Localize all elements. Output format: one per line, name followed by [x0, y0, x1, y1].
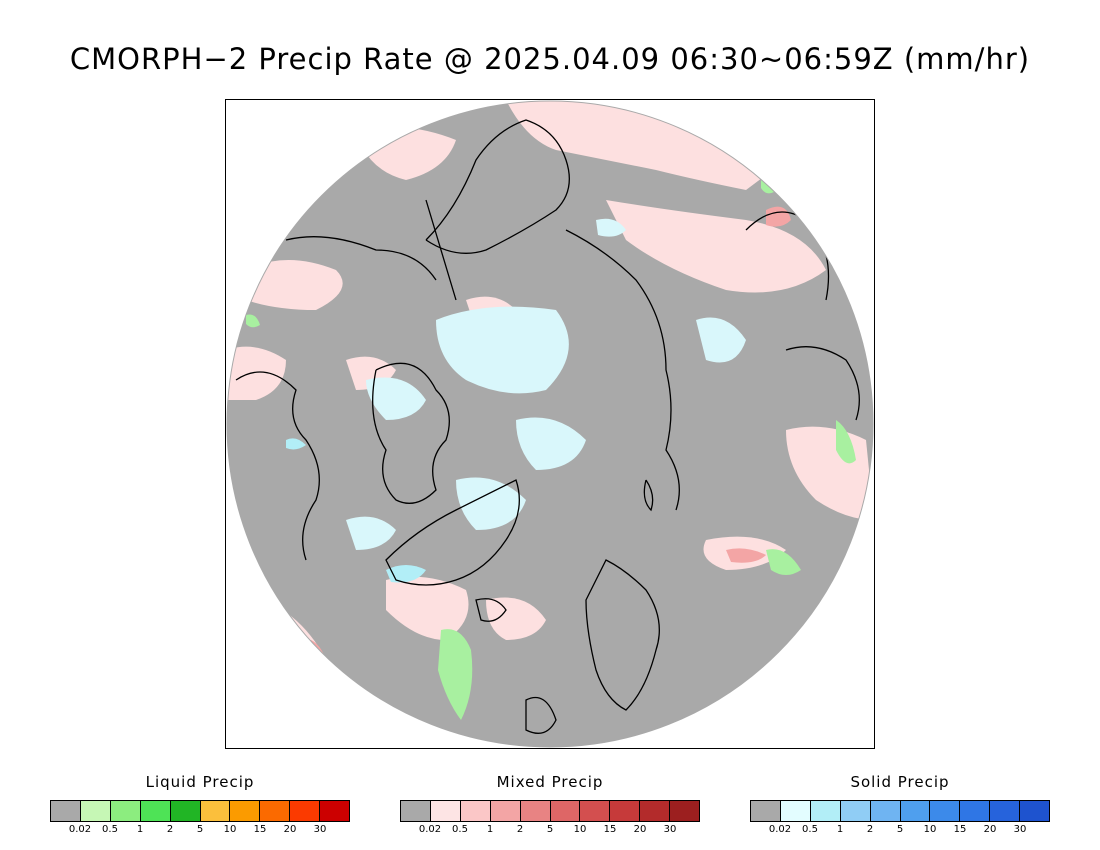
mixed-precip-legend: Mixed Precip 0.02 0.5 1 2 5 10 15 20 30 — [400, 772, 700, 838]
color-swatch — [320, 801, 350, 821]
color-swatch — [110, 801, 141, 821]
legend-title: Liquid Precip — [145, 773, 255, 791]
map-title: CMORPH−2 Precip Rate @ 2025.04.09 06:30~… — [69, 42, 1031, 76]
color-bar — [400, 800, 700, 822]
tick-label: 10 — [573, 824, 587, 835]
legend-title: Solid Precip — [850, 773, 950, 791]
tick-label: 5 — [196, 824, 204, 835]
color-swatch — [290, 801, 321, 821]
tick-label: 30 — [1013, 824, 1027, 835]
solid-precip-moderate — [286, 438, 426, 583]
tick-label: 1 — [486, 824, 494, 835]
color-swatch — [840, 801, 871, 821]
tick-label: 2 — [166, 824, 174, 835]
tick-labels: 0.02 0.5 1 2 5 10 15 20 30 — [400, 824, 700, 838]
tick-label: 1 — [836, 824, 844, 835]
polar-precip-map — [225, 99, 875, 749]
solid-precip-legend: Solid Precip 0.02 0.5 1 2 5 10 15 20 30 — [750, 772, 1050, 838]
color-swatch — [610, 801, 641, 821]
tick-label: 5 — [546, 824, 554, 835]
tick-labels: 0.02 0.5 1 2 5 10 15 20 30 — [50, 824, 350, 838]
tick-label: 0.5 — [802, 824, 818, 835]
tick-label: 30 — [313, 824, 327, 835]
tick-label: 15 — [603, 824, 617, 835]
color-swatch — [751, 801, 781, 821]
color-swatch — [230, 801, 261, 821]
color-bar — [50, 800, 350, 822]
color-bar — [750, 800, 1050, 822]
tick-label: 15 — [253, 824, 267, 835]
tick-label: 10 — [223, 824, 237, 835]
color-swatch — [870, 801, 901, 821]
tick-label: 20 — [983, 824, 997, 835]
color-swatch — [490, 801, 521, 821]
tick-label: 0.02 — [418, 824, 442, 835]
tick-label: 2 — [516, 824, 524, 835]
color-swatch — [520, 801, 551, 821]
color-swatch — [401, 801, 431, 821]
color-swatch — [170, 801, 201, 821]
coastlines — [235, 119, 860, 734]
tick-label: 1 — [136, 824, 144, 835]
color-swatch — [990, 801, 1021, 821]
tick-labels: 0.02 0.5 1 2 5 10 15 20 30 — [750, 824, 1050, 838]
tick-label: 0.02 — [768, 824, 792, 835]
color-swatch — [550, 801, 581, 821]
color-swatch — [260, 801, 291, 821]
color-swatch — [780, 801, 811, 821]
tick-label: 10 — [923, 824, 937, 835]
color-swatch — [960, 801, 991, 821]
color-swatch — [430, 801, 461, 821]
liquid-precip-legend: Liquid Precip 0.02 0.5 1 2 5 10 15 20 30 — [50, 772, 350, 838]
color-swatch — [200, 801, 231, 821]
color-swatch — [140, 801, 171, 821]
color-swatch — [460, 801, 491, 821]
color-swatch — [670, 801, 700, 821]
tick-label: 30 — [663, 824, 677, 835]
color-swatch — [1020, 801, 1050, 821]
tick-label: 20 — [283, 824, 297, 835]
tick-label: 0.5 — [452, 824, 468, 835]
liquid-precip-areas — [246, 179, 856, 720]
tick-label: 20 — [633, 824, 647, 835]
tick-label: 0.02 — [68, 824, 92, 835]
color-swatch — [580, 801, 611, 821]
color-swatch — [930, 801, 961, 821]
tick-label: 5 — [896, 824, 904, 835]
color-swatch — [640, 801, 671, 821]
solid-precip-areas — [346, 218, 746, 550]
color-swatch — [80, 801, 111, 821]
tick-label: 15 — [953, 824, 967, 835]
polar-map-svg — [226, 100, 874, 748]
tick-label: 0.5 — [102, 824, 118, 835]
legend-title: Mixed Precip — [496, 773, 604, 791]
tick-label: 2 — [866, 824, 874, 835]
color-swatch — [900, 801, 931, 821]
color-swatch — [810, 801, 841, 821]
color-swatch — [51, 801, 81, 821]
